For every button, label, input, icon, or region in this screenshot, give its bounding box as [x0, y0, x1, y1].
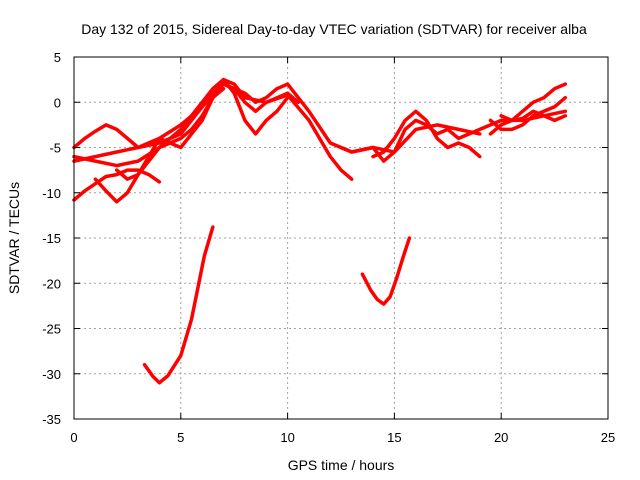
y-tick-label: 0: [54, 95, 61, 110]
series-line-sat-h: [360, 236, 412, 306]
y-tick-label: -15: [42, 231, 61, 246]
x-tick-label: 10: [280, 430, 294, 445]
y-tick-label: -10: [42, 186, 61, 201]
y-tick-label: 5: [54, 50, 61, 65]
chart-title: Day 132 of 2015, Sidereal Day-to-day VTE…: [81, 21, 587, 37]
y-tick-label: -5: [49, 141, 61, 156]
series-line-sat-d: [93, 77, 290, 204]
y-axis-title: SDTVAR / TECUs: [6, 182, 22, 294]
series-line-sat-i: [339, 109, 568, 163]
y-tick-label: -30: [42, 367, 61, 382]
series-line-sat-j: [371, 109, 482, 159]
x-tick-label: 15: [387, 430, 401, 445]
series-line-sat-k: [488, 82, 568, 136]
tick-layer: 0 5 10 15 20 25 5 0 -5 -10 -15 -20 -25 -30 -35: [42, 50, 615, 445]
series-line-sat-g: [142, 225, 215, 385]
x-tick-label: 25: [601, 430, 615, 445]
series-line-sat-m: [499, 109, 568, 123]
x-axis-title: GPS time / hours: [288, 457, 395, 473]
x-tick-label: 20: [494, 430, 508, 445]
y-tick-label: -35: [42, 412, 61, 427]
y-tick-label: -25: [42, 322, 61, 337]
series-line-sat-e: [72, 77, 301, 163]
series-line-sat-l: [488, 95, 568, 132]
series-line-sat-f: [114, 86, 226, 181]
x-tick-label: 0: [70, 430, 77, 445]
series-line-sat-a: [72, 168, 162, 202]
y-tick-label: -20: [42, 276, 61, 291]
series-layer: [72, 77, 568, 385]
x-tick-label: 5: [177, 430, 184, 445]
grid-layer: [74, 57, 608, 419]
